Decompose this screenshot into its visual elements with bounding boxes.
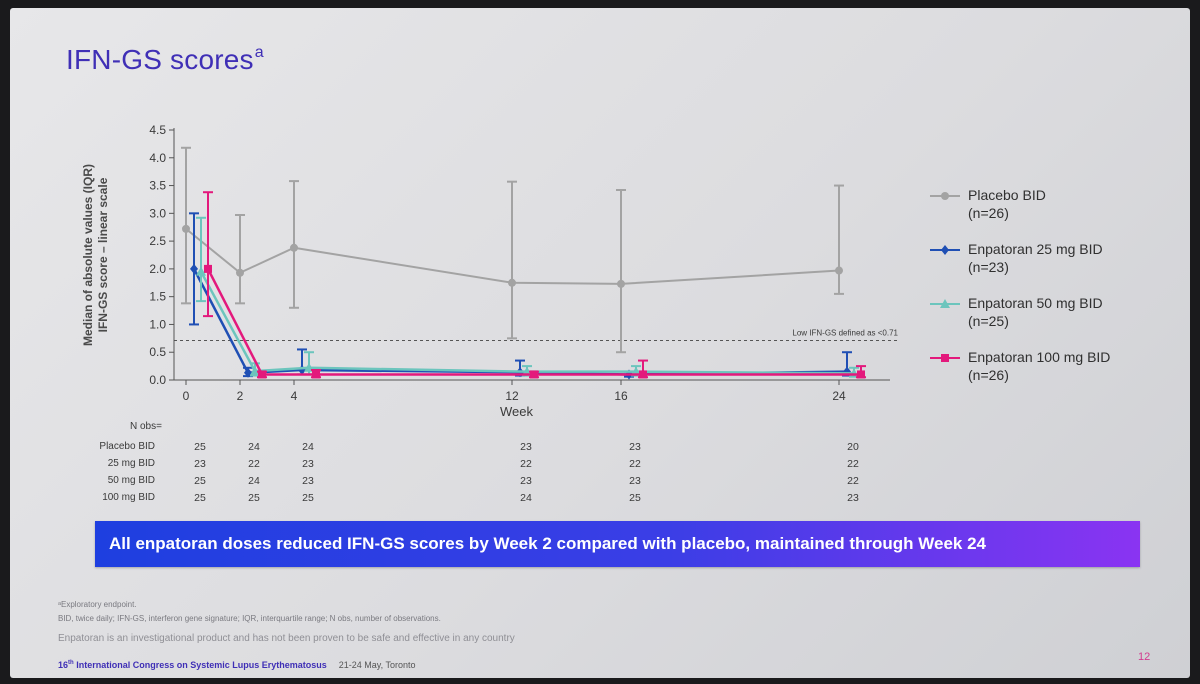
data-point (204, 264, 212, 273)
y-tick-label: 4.0 (149, 151, 166, 165)
data-point (190, 263, 198, 274)
y-tick-label: 1.5 (149, 290, 166, 304)
title-superscript: a (254, 44, 264, 61)
x-axis-label: Week (500, 404, 533, 419)
legend-series-n: (n=23) (968, 259, 1009, 275)
legend-series-name: Enpatoran 25 mg BID (968, 241, 1103, 257)
slide: IFN-GS scoresa 0.0 0.5 1.0 1.5 2.0 2.5 3.0 3.5 4… (10, 8, 1190, 678)
y-tick-label: 3.0 (149, 206, 166, 220)
legend-series-name: Enpatoran 50 mg BID (968, 295, 1103, 311)
legend-marker (930, 354, 960, 362)
nobs-value: 23 (629, 441, 641, 453)
y-axis-label-line2: IFN-GS score – linear scale (96, 177, 110, 332)
page-number: 12 (1138, 651, 1151, 663)
nobs-row-label: 100 mg BID (102, 492, 155, 503)
nobs-value: 25 (248, 492, 260, 504)
nobs-value: 24 (520, 492, 532, 504)
nobs-value: 23 (520, 475, 532, 487)
y-tick-label: 0.5 (149, 345, 166, 359)
legend-marker (930, 299, 960, 308)
footnote-exploratory: ᵃExploratory endpoint. (58, 600, 137, 609)
nobs-value: 24 (302, 441, 314, 453)
legend-item: Enpatoran 50 mg BID (n=25) (930, 294, 1150, 348)
legend-series-name: Enpatoran 100 mg BID (968, 349, 1111, 365)
y-tick-label: 4.5 (149, 123, 166, 137)
y-axis-label-line1: Median of absolute values (IQR) (81, 164, 95, 346)
legend-marker (930, 192, 960, 200)
nobs-value: 25 (629, 492, 641, 504)
data-point (312, 370, 320, 379)
data-point (290, 243, 298, 252)
nobs-value: 23 (302, 475, 314, 487)
x-tick-label: 0 (183, 389, 190, 403)
nobs-value: 25 (194, 492, 206, 504)
nobs-header: N obs= (130, 421, 162, 432)
x-tick-label: 16 (614, 389, 628, 403)
conclusion-banner: All enpatoran doses reduced IFN-GS score… (95, 521, 1140, 567)
y-tick-label: 0.0 (149, 373, 166, 387)
conference-footer: 16th International Congress on Systemic … (58, 660, 416, 670)
nobs-row-label: 50 mg BID (107, 475, 155, 486)
data-point (182, 224, 190, 233)
nobs-value: 22 (248, 458, 260, 470)
series-line-3 (199, 271, 855, 375)
data-point (639, 370, 647, 379)
nobs-value: 25 (194, 475, 206, 487)
legend-item: Enpatoran 100 mg BID (n=26) (930, 348, 1150, 402)
x-tick-label: 2 (237, 389, 244, 403)
nobs-value: 22 (629, 458, 641, 470)
conclusion-text: All enpatoran doses reduced IFN-GS score… (109, 534, 986, 553)
disclaimer-text: Enpatoran is an investigational product … (58, 633, 515, 644)
y-tick-label: 2.5 (149, 234, 166, 248)
data-point (258, 370, 266, 379)
y-tick-label: 1.0 (149, 317, 166, 331)
data-point (617, 279, 625, 288)
nobs-value: 23 (194, 458, 206, 470)
nobs-value: 24 (248, 441, 260, 453)
y-tick-label: 2.0 (149, 262, 166, 276)
data-point (835, 266, 843, 275)
data-point (196, 266, 206, 276)
legend-series-n: (n=25) (968, 313, 1009, 329)
threshold-label: Low IFN-GS defined as <0.71 (792, 329, 898, 338)
legend-item: Enpatoran 25 mg BID (n=23) (930, 240, 1150, 294)
legend-marker (930, 245, 960, 255)
data-point (236, 268, 244, 277)
data-point (857, 370, 865, 379)
data-point (508, 278, 516, 287)
x-tick-label: 4 (291, 389, 298, 403)
series-line-1 (185, 228, 840, 285)
x-tick-label: 12 (505, 389, 519, 403)
nobs-value: 25 (194, 441, 206, 453)
nobs-value: 23 (520, 441, 532, 453)
chart-legend: Placebo BID (n=26) Enpatoran 25 mg BID (n=2… (930, 186, 1150, 402)
nobs-value: 20 (847, 441, 859, 453)
nobs-value: 22 (847, 475, 859, 487)
nobs-value: 25 (302, 492, 314, 504)
slide-title: IFN-GS scoresa (66, 44, 264, 75)
legend-series-name: Placebo BID (968, 187, 1046, 203)
nobs-row-label: 25 mg BID (107, 458, 155, 469)
series-line-2 (192, 268, 848, 376)
nobs-value: 23 (629, 475, 641, 487)
ifn-gs-line-chart: 0.00.51.01.52.02.53.03.54.04.50 2 4 12 16 24W… (81, 123, 900, 419)
footnote-abbreviations: BID, twice daily; IFN-GS, interferon gen… (58, 614, 441, 623)
data-point (530, 370, 538, 379)
legend-series-n: (n=26) (968, 367, 1009, 383)
nobs-row-label: Placebo BID (99, 441, 155, 452)
x-tick-label: 24 (832, 389, 846, 403)
nobs-value: 24 (248, 475, 260, 487)
y-tick-label: 3.5 (149, 179, 166, 193)
legend-item: Placebo BID (n=26) (930, 186, 1150, 240)
nobs-value: 23 (847, 492, 859, 504)
legend-series-n: (n=26) (968, 205, 1009, 221)
data-point (250, 366, 260, 376)
nobs-value: 22 (847, 458, 859, 470)
nobs-value: 22 (520, 458, 532, 470)
nobs-value: 23 (302, 458, 314, 470)
series-line-4 (206, 268, 861, 376)
conference-date: 21-24 May, Toronto (338, 660, 416, 670)
